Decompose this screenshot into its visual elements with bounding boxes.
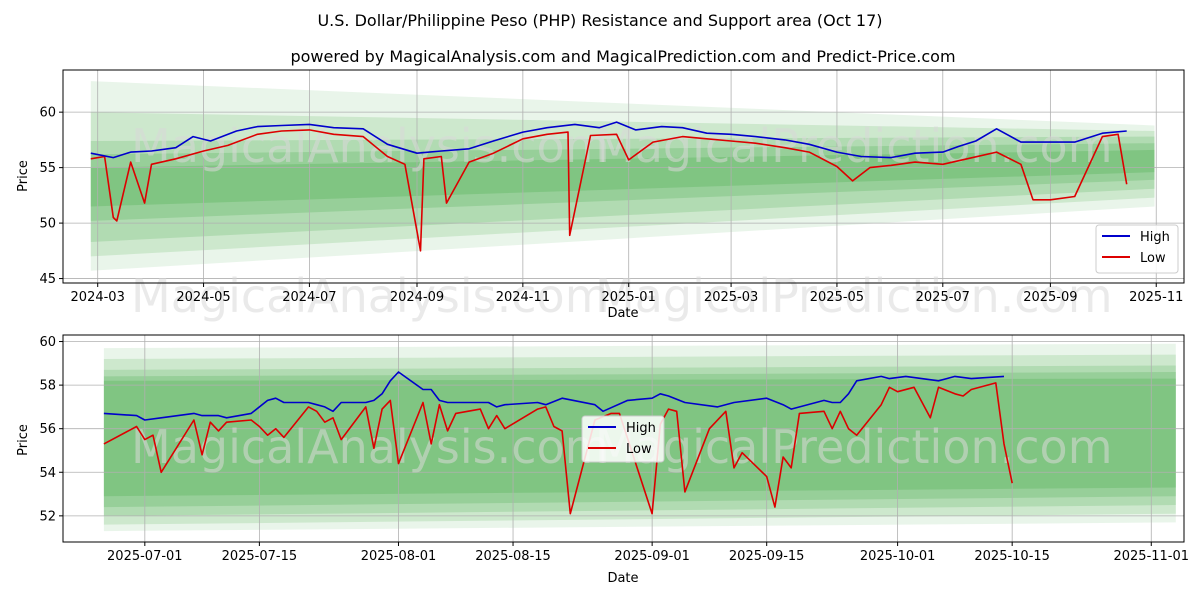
top-series-lines (90, 121, 1128, 252)
x-tick-label: 2025-11-01 (1113, 549, 1189, 564)
y-tick-label: 50 (39, 217, 56, 232)
y-tick-label: 45 (39, 272, 56, 287)
y-tick-label: 54 (39, 466, 56, 481)
y-tick-label: 52 (39, 509, 56, 524)
x-tick-label: 2025-01 (602, 290, 656, 305)
high-series-line (90, 121, 1127, 159)
top-x-axis-label: Date (607, 306, 638, 321)
top-legend: High Low (1095, 224, 1179, 274)
x-tick-label: 2024-09 (390, 290, 444, 305)
y-tick-label: 60 (39, 106, 56, 121)
y-tick-label: 58 (39, 379, 56, 394)
band-layer-3 (90, 136, 1155, 242)
x-tick-label: 2025-07-01 (107, 549, 183, 564)
y-tick-label: 60 (39, 335, 56, 350)
legend-high-label: High (1140, 230, 1170, 245)
bottom-panel: MagicalAnalysis.com MagicalPrediction.co… (16, 334, 1189, 586)
x-tick-label: 2025-09-01 (614, 549, 690, 564)
low-series-line (103, 382, 1013, 515)
x-tick-label: 2025-07 (916, 290, 970, 305)
chart-subtitle: powered by MagicalAnalysis.com and Magic… (290, 47, 955, 66)
x-tick-label: 2025-03 (704, 290, 758, 305)
top-x-ticks: 2024-03 2024-05 2024-07 2024-09 2024-11 2025-… (71, 283, 1183, 305)
x-tick-label: 2024-03 (71, 290, 125, 305)
x-tick-label: 2025-10-15 (974, 549, 1050, 564)
watermark-right-2: MagicalPrediction.com (595, 269, 1113, 323)
x-tick-label: 2025-11 (1129, 290, 1183, 305)
x-tick-label: 2024-07 (282, 290, 336, 305)
x-tick-label: 2024-11 (496, 290, 550, 305)
x-tick-label: 2025-09 (1023, 290, 1077, 305)
bottom-x-axis-label: Date (607, 571, 638, 586)
watermark-bottom-right: MagicalPrediction.com (595, 420, 1113, 474)
band-layer-4 (90, 143, 1155, 221)
high-series-line (103, 371, 1005, 421)
x-tick-label: 2025-10-01 (860, 549, 936, 564)
bottom-plot-frame (62, 334, 1185, 543)
top-support-resistance-bands (90, 81, 1155, 271)
x-tick-label: 2025-08-15 (475, 549, 551, 564)
top-panel: MagicalAnalysis.com MagicalPrediction.co… (16, 69, 1185, 323)
top-y-axis-label: Price (16, 160, 31, 192)
top-plot-frame (62, 69, 1185, 284)
bottom-y-ticks: 52 54 56 58 60 (39, 335, 63, 524)
bottom-legend: High Low (581, 415, 665, 463)
legend-high-label: High (626, 421, 656, 436)
band-layer-2 (90, 112, 1155, 257)
x-tick-label: 2025-09-15 (729, 549, 805, 564)
y-tick-label: 55 (39, 161, 56, 176)
bottom-series-lines (103, 371, 1013, 515)
bottom-x-ticks: 2025-07-01 2025-07-15 2025-08-01 2025-08-15… (107, 542, 1189, 564)
legend-low-label: Low (1140, 251, 1166, 266)
bottom-y-axis-label: Price (16, 424, 31, 456)
watermark-left-2: MagicalAnalysis.com (131, 269, 610, 323)
x-tick-label: 2025-08-01 (361, 549, 437, 564)
y-tick-label: 56 (39, 422, 56, 437)
low-series-line (90, 129, 1128, 252)
x-tick-label: 2024-05 (176, 290, 230, 305)
chart-title: U.S. Dollar/Philippine Peso (PHP) Resist… (317, 11, 882, 30)
band-layer-5 (90, 149, 1155, 207)
watermark-left: MagicalAnalysis.com (131, 119, 610, 173)
x-tick-label: 2025-07-15 (222, 549, 298, 564)
top-y-ticks: 45 50 55 60 (39, 106, 63, 287)
legend-low-label: Low (626, 442, 652, 457)
x-tick-label: 2025-05 (810, 290, 864, 305)
